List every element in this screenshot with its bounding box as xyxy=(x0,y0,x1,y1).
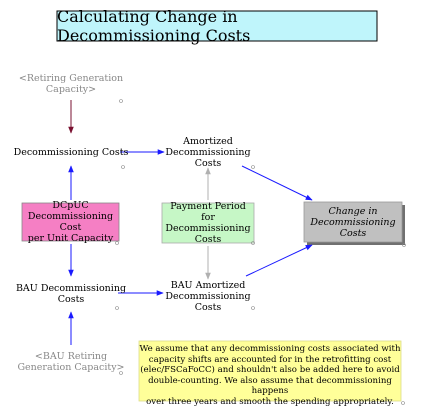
dcpuc-label: DCpUC Decommissioning Cost per Unit Capa… xyxy=(27,200,114,244)
arrow-amortized-to-change xyxy=(241,165,313,201)
amortized-decommissioning-costs-label: Amortized Decommissioning Costs xyxy=(165,136,251,169)
bau-decommissioning-costs-label: BAU Decommissioning Costs xyxy=(15,283,127,305)
title-box xyxy=(56,10,378,42)
payment-period-box xyxy=(161,202,255,244)
change-in-decommissioning-costs-label: Change in Decommissioning Costs xyxy=(310,205,396,239)
payment-period-label: Payment Period for Decommissioning Costs xyxy=(165,201,251,245)
anchor-dot xyxy=(251,165,255,169)
change-box xyxy=(303,201,403,243)
anchor-dot xyxy=(251,241,255,245)
anchor-dot xyxy=(401,401,405,405)
anchor-dot xyxy=(115,306,119,310)
anchor-dot xyxy=(119,371,123,375)
dcpuc-box xyxy=(21,202,120,242)
note-box xyxy=(138,340,402,402)
anchor-dot xyxy=(251,306,255,310)
bau-amortized-decommissioning-costs-label: BAU Amortized Decommissioning Costs xyxy=(165,280,251,313)
assumption-note: We assume that any decommissioning costs… xyxy=(139,344,401,407)
bau-retiring-generation-capacity-label: <BAU Retiring Generation Capacity> xyxy=(17,351,125,373)
decommissioning-costs-label: Decommissioning Costs xyxy=(13,147,129,158)
anchor-dot xyxy=(115,241,119,245)
anchor-dot xyxy=(402,243,406,247)
retiring-generation-capacity-label: <Retiring Generation Capacity> xyxy=(18,73,124,95)
anchor-dot xyxy=(119,99,123,103)
arrow-bau-amortized-to-change xyxy=(245,244,313,277)
diagram-title: Calculating Change in Decommissioning Co… xyxy=(57,7,251,45)
anchor-dot xyxy=(121,165,125,169)
